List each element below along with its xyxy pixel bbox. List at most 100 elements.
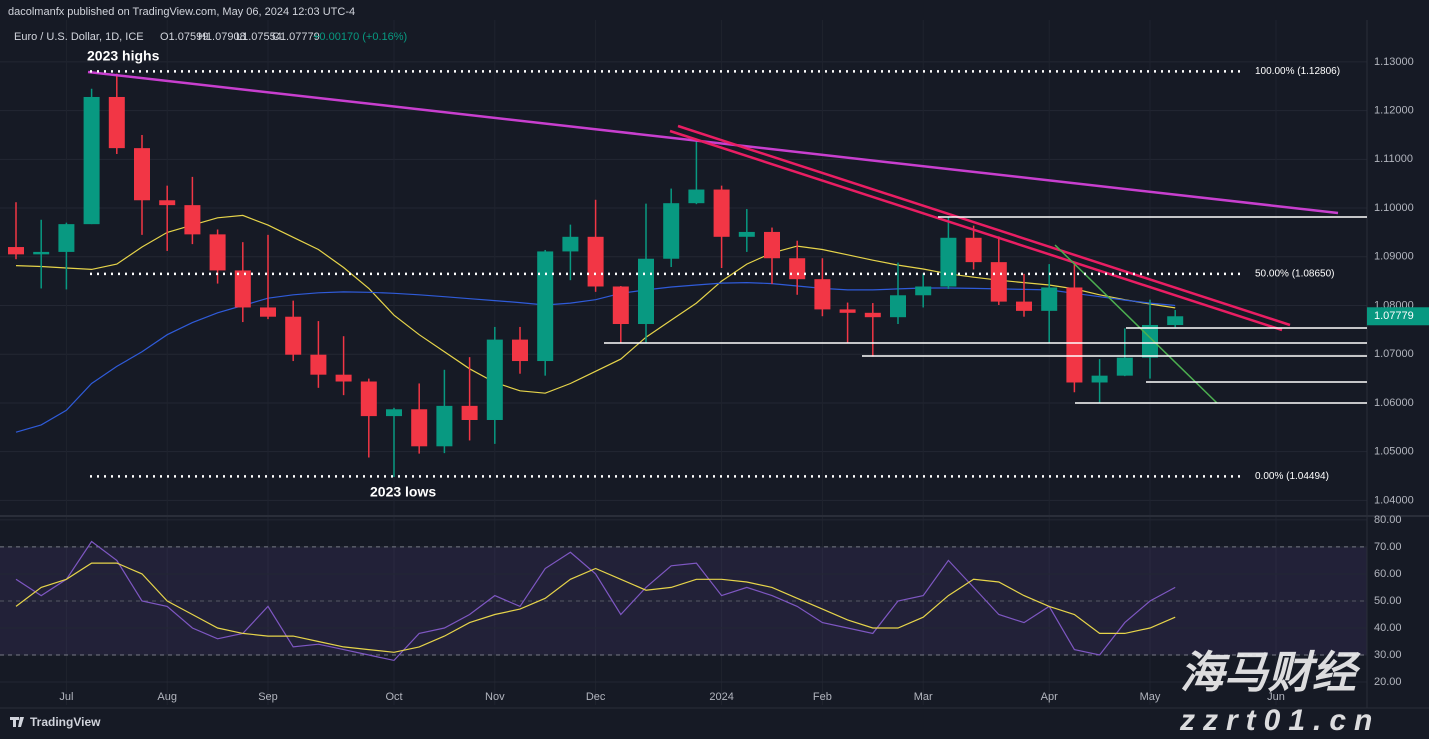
x-tick-label: Jul xyxy=(59,691,73,703)
publisher: dacolmanfx published on TradingView.com,… xyxy=(8,6,355,18)
y-tick-label: 30.00 xyxy=(1374,649,1402,661)
candle-body xyxy=(1066,287,1083,383)
x-tick-label: Sep xyxy=(258,691,278,703)
x-tick-label: 2024 xyxy=(709,691,733,703)
y-tick-label: 80.00 xyxy=(1374,514,1402,526)
overlay: 1.040001.050001.060001.070001.080001.090… xyxy=(59,56,1429,703)
last-price-box xyxy=(1367,307,1429,326)
x-tick-label: Mar xyxy=(914,691,933,703)
y-tick-label: 1.06000 xyxy=(1374,397,1414,409)
candle-body xyxy=(285,316,302,355)
y-tick-label: 20.00 xyxy=(1374,676,1402,688)
x-tick-label: Oct xyxy=(385,691,402,703)
candle-body xyxy=(814,279,831,310)
candle-body xyxy=(1016,301,1032,311)
watermark: 海马财经 xyxy=(1180,649,1361,698)
candle-body xyxy=(436,405,453,447)
candle-body xyxy=(1091,375,1108,383)
rsi-line xyxy=(15,540,1176,662)
candle-body xyxy=(587,236,604,287)
x-tick-label: Apr xyxy=(1041,691,1058,703)
moving-average xyxy=(15,214,1176,394)
symbol: Euro / U.S. Dollar, 1D, ICE xyxy=(14,31,144,43)
trendline xyxy=(1054,244,1218,404)
trendline xyxy=(87,70,1339,215)
candle-body xyxy=(537,251,554,362)
fib-label: 100.00% (1.12806) xyxy=(1255,66,1340,77)
candle-body xyxy=(1116,357,1133,376)
candle-body xyxy=(890,295,906,318)
y-tick-label: 40.00 xyxy=(1374,622,1402,634)
candle-body xyxy=(461,405,478,420)
y-tick-label: 1.07000 xyxy=(1374,348,1414,360)
x-tick-label: May xyxy=(1140,691,1161,703)
fib-label: 50.00% (1.08650) xyxy=(1255,268,1335,279)
y-tick-label: 1.11000 xyxy=(1374,153,1413,165)
y-tick-label: 1.10000 xyxy=(1374,202,1414,214)
y-tick-label: 1.13000 xyxy=(1374,56,1414,68)
x-tick-label: Aug xyxy=(157,691,177,703)
candle-body xyxy=(990,262,1007,302)
x-tick-label: Jun xyxy=(1267,691,1285,703)
candle-body xyxy=(839,309,856,313)
x-tick-label: Nov xyxy=(485,691,505,703)
moving-average xyxy=(15,281,1176,433)
candle-body xyxy=(764,231,780,259)
brand: TradingView xyxy=(30,715,101,729)
fib-label: 0.00% (1.04494) xyxy=(1255,471,1329,482)
candle-body xyxy=(33,251,50,255)
change: +0.00170 (+0.16%) xyxy=(313,31,407,43)
y-tick-label: 1.12000 xyxy=(1374,105,1414,117)
ohlc-open: O1.07599 xyxy=(160,31,208,43)
candle-body xyxy=(512,339,528,362)
rsi-line xyxy=(15,562,1176,653)
x-tick-label: Feb xyxy=(813,691,832,703)
candle-body xyxy=(713,189,730,237)
annotation: 2023 highs xyxy=(87,48,160,64)
candle-body xyxy=(864,312,881,318)
candle-body xyxy=(915,286,932,296)
y-tick-label: 1.04000 xyxy=(1374,494,1414,506)
candle-body xyxy=(940,237,957,287)
y-tick-label: 50.00 xyxy=(1374,595,1402,607)
x-tick-label: Dec xyxy=(586,691,606,703)
candle-body xyxy=(360,381,377,417)
trendline xyxy=(677,124,1291,327)
candle-body xyxy=(386,409,402,417)
candle-body xyxy=(1167,316,1184,326)
brand-logo xyxy=(10,717,24,727)
y-tick-label: 1.09000 xyxy=(1374,251,1414,263)
candle-body xyxy=(411,409,428,447)
y-tick-label: 60.00 xyxy=(1374,568,1402,580)
candle-body xyxy=(310,354,327,375)
candle-body xyxy=(965,237,982,263)
candle-body xyxy=(1142,324,1158,358)
candle-body xyxy=(260,307,276,317)
candle-body xyxy=(209,234,226,271)
candle-body xyxy=(234,270,251,308)
ohlc-low: L1.07554 xyxy=(236,31,282,43)
y-tick-label: 70.00 xyxy=(1374,541,1402,553)
candle-body xyxy=(562,236,579,252)
y-tick-label: 1.05000 xyxy=(1374,446,1414,458)
candle-body xyxy=(108,96,125,149)
candle-body xyxy=(688,189,705,204)
candle-body xyxy=(83,96,100,225)
candle-body xyxy=(789,258,806,280)
candle-body xyxy=(335,374,352,382)
annotation: 2023 lows xyxy=(370,484,436,500)
trendline xyxy=(669,129,1283,332)
ohlc-high: H1.07908 xyxy=(198,31,246,43)
candle-body xyxy=(58,224,75,252)
candle-body xyxy=(8,247,24,255)
candle-body xyxy=(134,148,150,201)
candle-body xyxy=(738,231,755,237)
last-price-label: 1.07779 xyxy=(1374,310,1414,322)
candle-body xyxy=(184,205,201,235)
candle-body xyxy=(663,203,680,259)
candle-body xyxy=(159,200,176,206)
watermark-url: zzrt01.cn xyxy=(1179,704,1380,737)
ohlc-close: C1.07779 xyxy=(272,31,320,43)
